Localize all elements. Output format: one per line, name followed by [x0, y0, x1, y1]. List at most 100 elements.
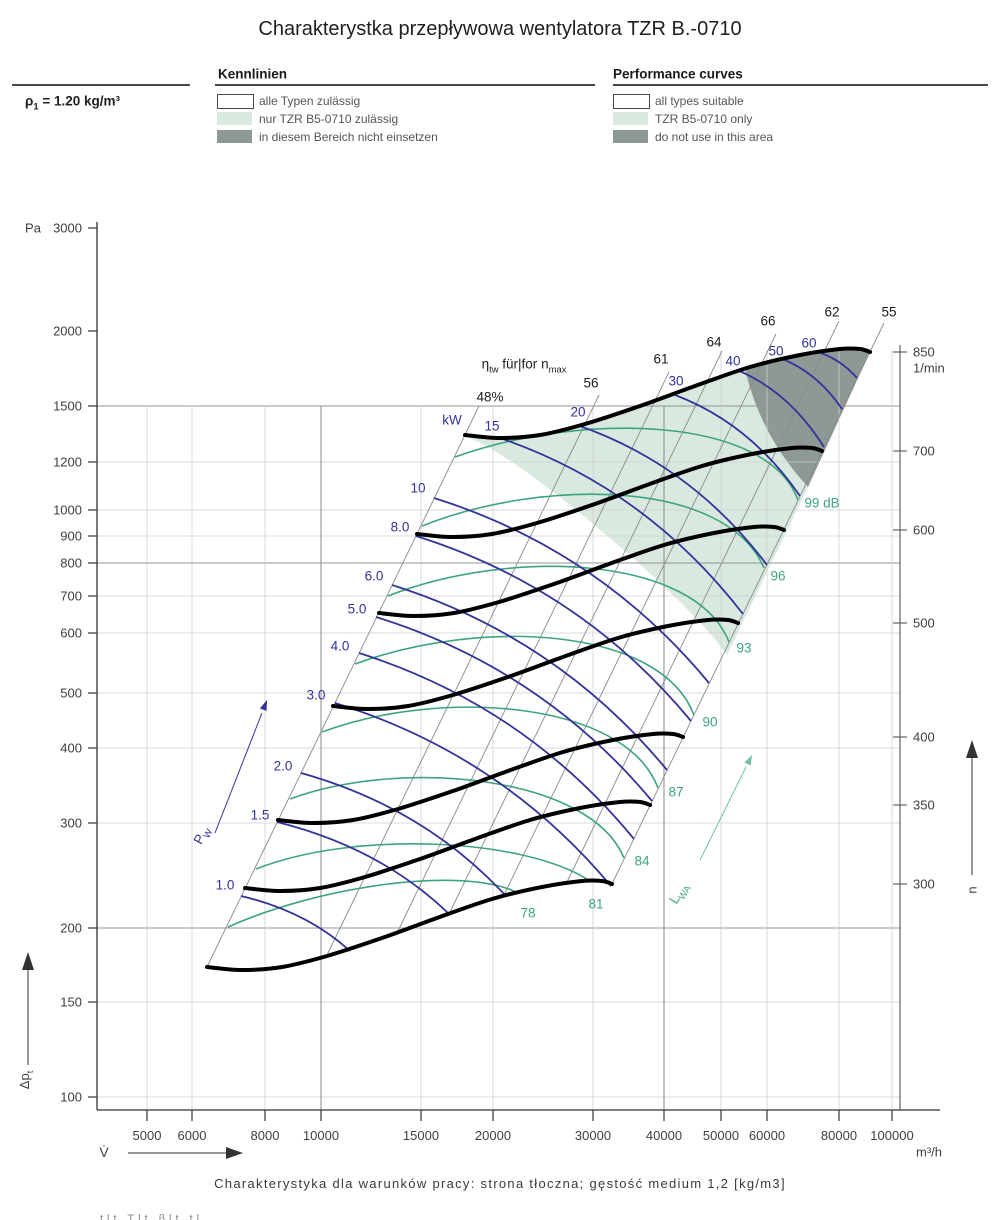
speed-unit-label: 1/min: [913, 360, 945, 376]
efficiency-line: [566, 320, 840, 883]
fan-curve-500rpm: [331, 617, 740, 712]
y-tick-label-700: 700: [60, 588, 82, 604]
efficiency-label-55: 55: [881, 304, 897, 320]
y-tick-label-600: 600: [60, 625, 82, 641]
efficiency-label-56: 56: [583, 375, 599, 391]
power-line-10kw: [433, 497, 710, 684]
power-label-2: 2.0: [273, 758, 293, 774]
speed-axis-arrow-head: [966, 740, 978, 758]
zone-b5-only: [467, 369, 808, 655]
rpm-tick-label-350: 350: [913, 797, 935, 813]
rho-divider: [12, 84, 190, 86]
power-line-3.0kw: [334, 702, 612, 887]
sound-label-84: 84: [634, 853, 650, 869]
fan-curve-850rpm: [463, 346, 872, 441]
y-tick-label-2000: 2000: [53, 323, 82, 339]
sound-power-curve-90: [354, 635, 695, 716]
x-tick-label-50000: 50000: [702, 1128, 740, 1143]
flow-axis-label: V̇: [99, 1144, 109, 1160]
y-tick-label-3000: 3000: [53, 220, 82, 236]
efficiency-line: [326, 394, 600, 956]
x-tick-label-20000: 20000: [474, 1128, 512, 1143]
sound-label-96: 96: [770, 568, 786, 584]
power-label-50: 50: [768, 343, 784, 359]
power-line-5.0kw: [375, 616, 653, 802]
efficiency-label-64: 64: [706, 334, 722, 350]
legend-en-title: Performance curves: [613, 66, 743, 82]
clipped-text-fragment: tlt Tlt βlt tl: [100, 1213, 204, 1220]
fan-curve-400rpm: [276, 731, 685, 826]
fan-curve-700rpm: [415, 445, 824, 540]
power-label-6: 6.0: [364, 568, 384, 584]
x-tick-label-15000: 15000: [402, 1128, 440, 1143]
density-label: ρ1 = 1.20 kg/m³: [25, 94, 120, 113]
sound-label-87: 87: [668, 784, 684, 800]
legend-en-divider: [613, 84, 988, 86]
power-line-15kw: [496, 436, 744, 615]
sound-power-curve-96: [421, 493, 765, 569]
page-title: Charakterystka przepływowa wentylatora T…: [258, 18, 742, 40]
y-tick-label-300: 300: [60, 815, 82, 831]
power-line-8.0kw: [415, 535, 692, 722]
legend-swatch-gray: [613, 130, 648, 143]
rpm-tick-label-300: 300: [913, 876, 935, 892]
legend-swatch-green: [217, 112, 252, 125]
power-line-30kw: [674, 394, 801, 497]
sound-power-curve-81: [255, 843, 591, 882]
y-tick-label-100: 100: [60, 1089, 82, 1105]
efficiency-label-62: 62: [824, 304, 840, 320]
x-tick-label-60000: 60000: [748, 1128, 786, 1143]
x-tick-label-80000: 80000: [820, 1128, 858, 1143]
power-label-30: 30: [668, 373, 684, 389]
fan-curve-350rpm: [243, 799, 652, 894]
fan-curve-600rpm: [377, 524, 786, 619]
flow-unit-label: m³/h: [916, 1144, 942, 1160]
legend-de-divider: [215, 84, 595, 86]
sound-label-81: 81: [588, 896, 604, 912]
power-label-3: 3.0: [306, 687, 326, 703]
efficiency-line: [503, 333, 777, 896]
sound-label-90: 90: [702, 714, 718, 730]
y-tick-label-200: 200: [60, 920, 82, 936]
rpm-tick-label-500: 500: [913, 615, 935, 631]
power-label-40: 40: [725, 353, 741, 369]
efficiency-label-61: 61: [653, 351, 669, 367]
sound-power-curve-84: [289, 776, 625, 859]
power-line-2.0kw: [300, 772, 506, 896]
power-direction-arrow: [214, 712, 263, 834]
power-label-10: 10: [410, 480, 426, 496]
sound-direction-arrow-head: [744, 755, 752, 766]
sound-direction-arrow: [699, 766, 747, 861]
y-tick-label-1500: 1500: [53, 398, 82, 414]
speed-axis-label: n: [964, 886, 980, 894]
legend-item-label: do not use in this area: [655, 130, 774, 144]
legend-item-label: nur TZR B5-0710 zulässig: [259, 112, 399, 126]
legend-de-title: Kennlinien: [218, 66, 288, 82]
x-tick-label-6000: 6000: [177, 1128, 207, 1143]
legend-swatch-white: [217, 94, 254, 109]
x-tick-label-8000: 8000: [250, 1128, 280, 1143]
y-tick-label-900: 900: [60, 528, 82, 544]
power-label-1-5: 1.5: [250, 807, 270, 823]
sound-power-curve-78: [227, 879, 517, 928]
efficiency-line: [611, 322, 885, 885]
legend-item-label: in diesem Bereich nicht einsetzen: [259, 130, 438, 144]
y-tick-label-500: 500: [60, 685, 82, 701]
efficiency-label-48: 48%: [476, 389, 504, 405]
rpm-tick-label-700: 700: [913, 443, 935, 459]
power-label-8: 8.0: [390, 519, 410, 535]
efficiency-axis-label: ηtw für|for nmax: [481, 356, 567, 376]
power-line-50kw: [779, 357, 843, 410]
legend-item-label: TZR B5-0710 only: [655, 112, 753, 126]
efficiency-label-66: 66: [760, 313, 776, 329]
y-tick-label-1200: 1200: [53, 454, 82, 470]
y-tick-label-1000: 1000: [53, 502, 82, 518]
pressure-axis-arrow-head: [22, 952, 34, 970]
power-label-60: 60: [801, 335, 817, 351]
power-label-1: 1.0: [215, 877, 235, 893]
power-direction-arrow-head: [259, 700, 267, 711]
power-line-20kw: [576, 424, 768, 566]
rho-subscript: 1: [33, 101, 39, 113]
x-tick-label-30000: 30000: [574, 1128, 612, 1143]
